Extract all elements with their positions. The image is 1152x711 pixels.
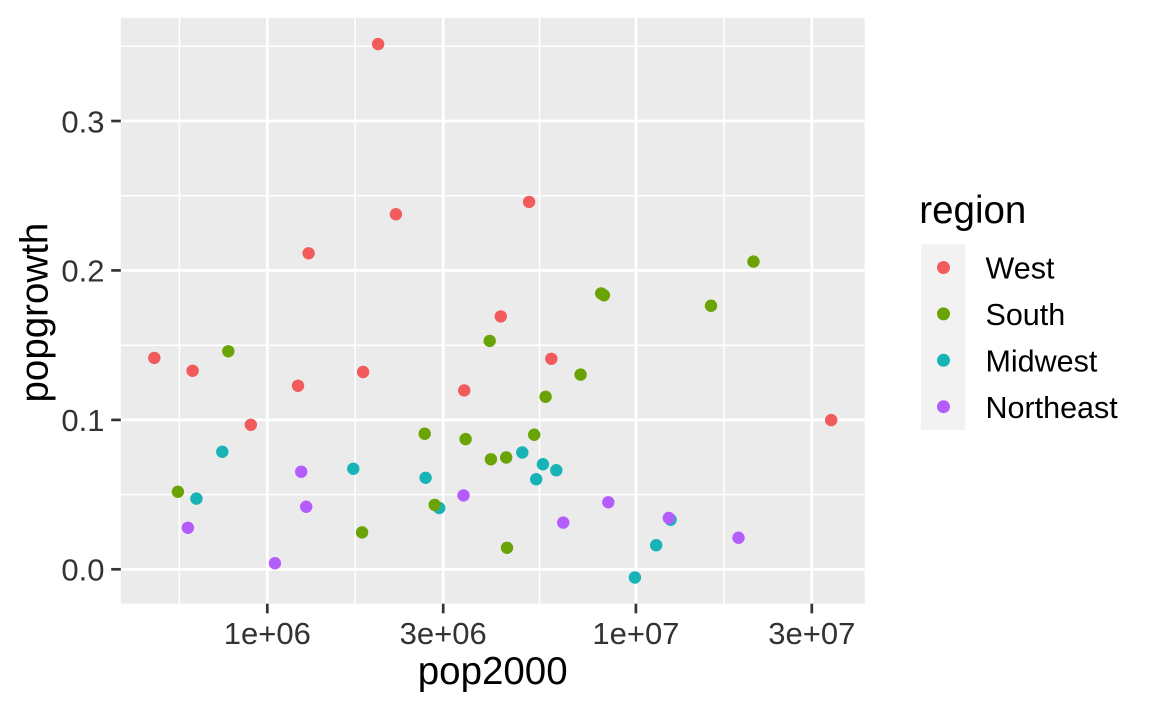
svg-text:0.0: 0.0 bbox=[61, 553, 104, 588]
svg-text:3e+06: 3e+06 bbox=[400, 616, 487, 651]
svg-text:3e+07: 3e+07 bbox=[768, 616, 855, 651]
svg-text:0.3: 0.3 bbox=[61, 104, 104, 139]
svg-text:1e+07: 1e+07 bbox=[592, 616, 679, 651]
svg-text:0.2: 0.2 bbox=[61, 254, 104, 289]
svg-text:pop2000: pop2000 bbox=[418, 650, 568, 693]
svg-text:Midwest: Midwest bbox=[986, 345, 1098, 379]
svg-text:0.1: 0.1 bbox=[61, 403, 104, 438]
svg-text:1e+06: 1e+06 bbox=[224, 616, 311, 651]
svg-text:popgrowth: popgrowth bbox=[14, 223, 57, 403]
svg-text:South: South bbox=[986, 298, 1066, 332]
svg-text:West: West bbox=[986, 252, 1055, 286]
svg-text:region: region bbox=[919, 189, 1026, 232]
svg-text:Northeast: Northeast bbox=[986, 391, 1119, 425]
